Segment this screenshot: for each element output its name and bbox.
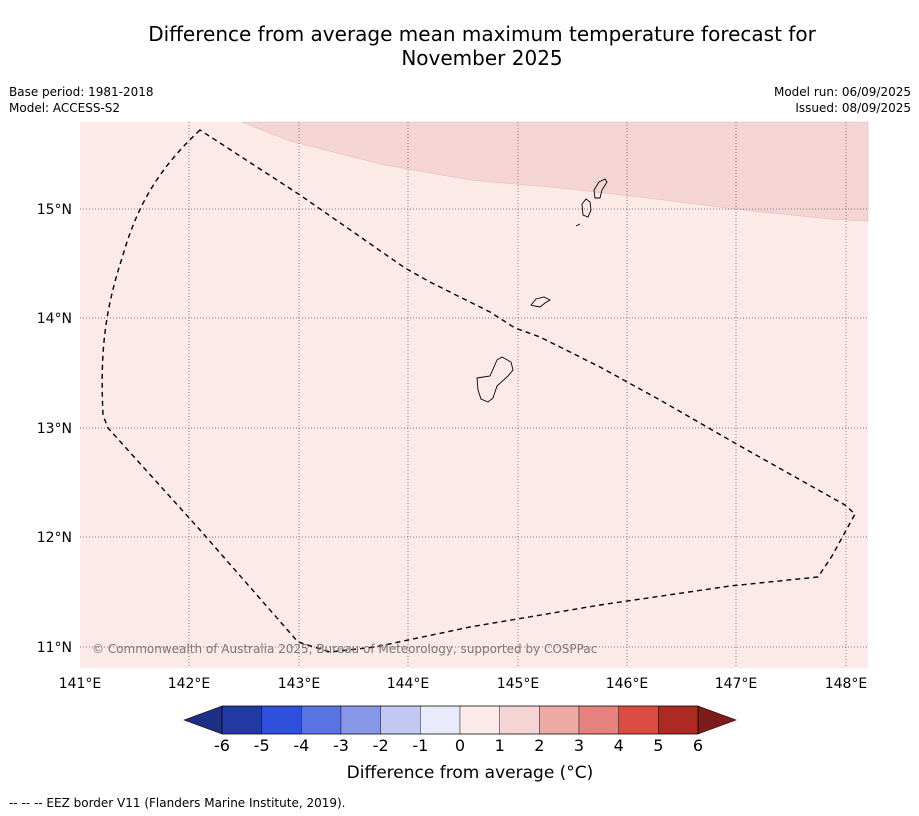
lon-label-141: 141°E (59, 676, 102, 692)
colorbar-cell (499, 705, 540, 735)
run-info: Model run: 06/09/2025 Issued: 08/09/2025 (774, 84, 911, 116)
colorbar-cell (380, 705, 421, 735)
colorbar-tick-label: -1 (412, 736, 429, 755)
colorbar-tick-label: 0 (454, 736, 466, 755)
lon-label-147: 147°E (715, 676, 758, 692)
colorbar-cell (578, 705, 619, 735)
colorbar-tick-label: -3 (333, 736, 349, 755)
colorbar-tick-label: -2 (372, 736, 389, 755)
colorbar-tick-label: 5 (653, 736, 664, 755)
lat-label-15: 15°N (37, 202, 72, 218)
anomaly-field-upper-band (241, 121, 869, 222)
colorbar-cell (618, 705, 659, 735)
saipan-island (593, 178, 608, 199)
colorbar-under-arrow (183, 705, 223, 735)
colorbar-cell (658, 705, 699, 735)
colorbar-tick-label: -6 (214, 736, 230, 755)
lon-label-145: 145°E (497, 676, 540, 692)
colorbar-cell (539, 705, 580, 735)
aguijan-islet (575, 223, 581, 227)
lon-label-146: 146°E (606, 676, 649, 692)
colorbar-cell (301, 705, 342, 735)
lon-label-144: 144°E (387, 676, 430, 692)
lon-label-143: 143°E (278, 676, 321, 692)
tinian-island (581, 198, 592, 218)
colorbar-tick-label: 6 (692, 736, 704, 755)
colorbar-title: Difference from average (°C) (346, 763, 594, 783)
lat-label-11: 11°N (37, 640, 72, 656)
colorbar-frame (221, 705, 699, 735)
colorbar-cell (459, 705, 500, 735)
model-name: Model: ACCESS-S2 (9, 101, 121, 115)
islands (476, 178, 608, 403)
lon-label-148: 148°E (825, 676, 868, 692)
colorbar-tick-label: 2 (534, 736, 545, 755)
colorbar-cell (340, 705, 381, 735)
rota-island (530, 296, 551, 308)
colorbar-cell (261, 705, 302, 735)
gridlines (80, 122, 868, 668)
anomaly-field-base (80, 122, 868, 668)
title-line-2: November 2025 (401, 46, 563, 70)
colorbar-tick-label: -5 (253, 736, 270, 755)
lat-label-12: 12°N (37, 530, 72, 546)
eez-footnote: -- -- -- EEZ border V11 (Flanders Marine… (9, 796, 346, 810)
lon-label-142: 142°E (168, 676, 211, 692)
colorbar (183, 705, 737, 735)
copyright-text: © Commonwealth of Australia 2025, Bureau… (92, 642, 597, 656)
base-period: Base period: 1981-2018 (9, 85, 154, 99)
issued-date: Issued: 08/09/2025 (795, 101, 911, 115)
title-line-1: Difference from average mean maximum tem… (148, 22, 816, 46)
colorbar-cell (221, 705, 262, 735)
colorbar-tick-label: 1 (494, 736, 505, 755)
colorbar-over-arrow (697, 705, 737, 735)
colorbar-cell (420, 705, 461, 735)
eez-border (101, 129, 856, 653)
lat-label-14: 14°N (37, 311, 72, 327)
model-run-date: Model run: 06/09/2025 (773, 85, 911, 99)
guam-island (476, 356, 514, 403)
colorbar-tick-label: 4 (613, 736, 624, 755)
model-info: Base period: 1981-2018 Model: ACCESS-S2 (9, 84, 154, 116)
map-title: Difference from average mean maximum tem… (0, 22, 919, 70)
colorbar-tick-label: 3 (573, 736, 585, 755)
colorbar-tick-label: -4 (293, 736, 310, 755)
lat-label-13: 13°N (37, 421, 72, 437)
